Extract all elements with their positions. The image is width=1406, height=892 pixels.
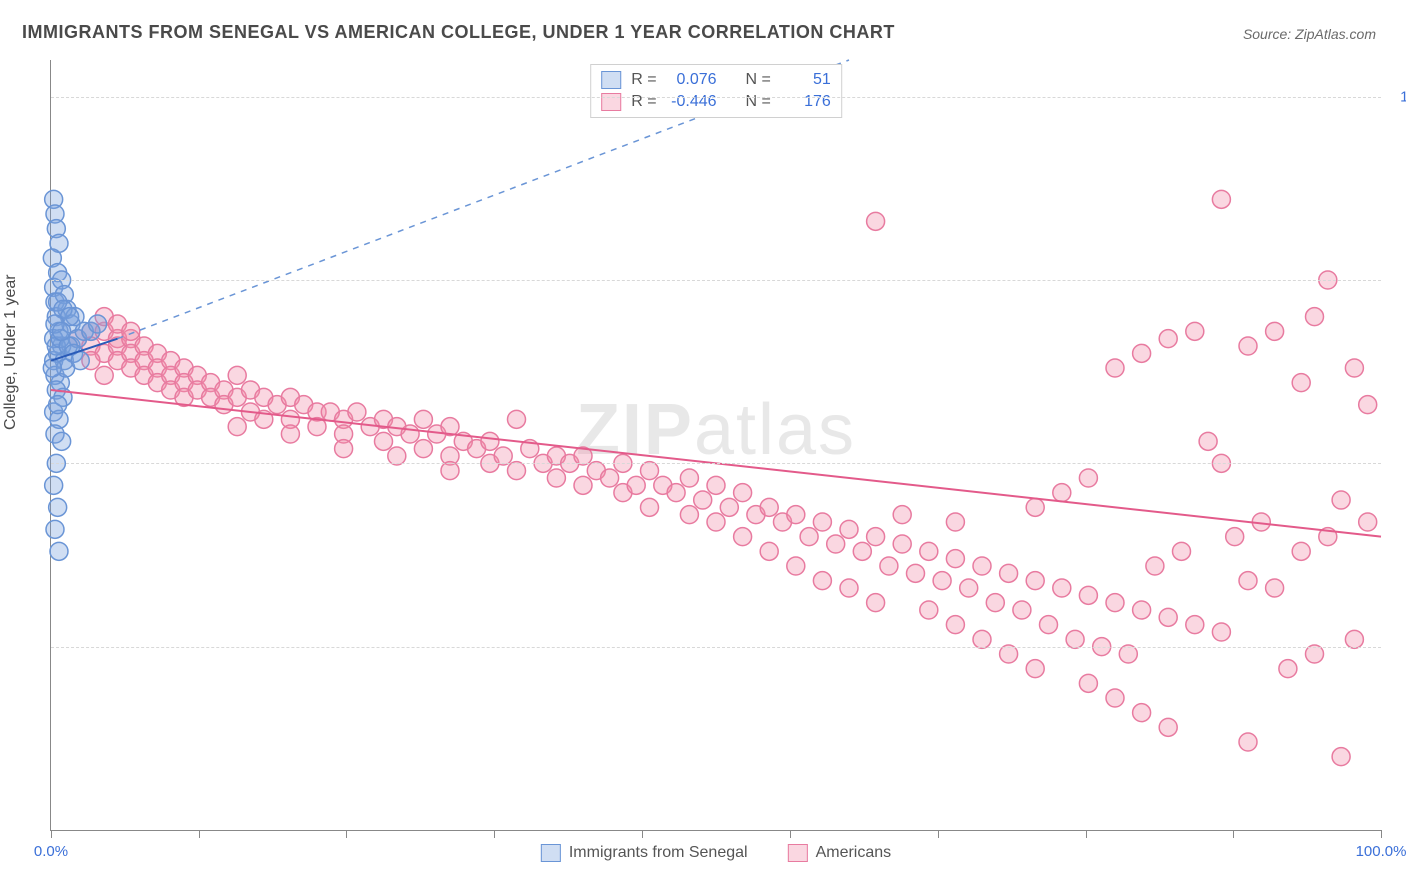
xtick [346,830,347,838]
ytick-label: 25.0% [1391,638,1406,655]
ytick-label: 100.0% [1391,88,1406,105]
xtick-label: 0.0% [34,843,68,860]
xtick [790,830,791,838]
xtick [51,830,52,838]
swatch-senegal [601,71,621,89]
stats-row-senegal: R = 0.076 N = 51 [601,69,831,91]
xtick [1381,830,1382,838]
xtick [642,830,643,838]
xtick [494,830,495,838]
source-label: Source: ZipAtlas.com [1243,26,1376,42]
ytick-label: 75.0% [1391,272,1406,289]
legend-item-senegal: Immigrants from Senegal [541,844,748,862]
gridline-h [51,463,1381,464]
plot-area: ZIPatlas R = 0.076 N = 51 R = -0.446 N =… [50,60,1381,831]
legend-item-americans: Americans [788,844,892,862]
stats-row-americans: R = -0.446 N = 176 [601,91,831,113]
gridline-h [51,647,1381,648]
chart-title: IMMIGRANTS FROM SENEGAL VS AMERICAN COLL… [22,22,895,43]
xtick [938,830,939,838]
xtick [199,830,200,838]
gridline-h [51,280,1381,281]
swatch-senegal-icon [541,844,561,862]
xtick [1086,830,1087,838]
xtick-label: 100.0% [1356,843,1406,860]
swatch-americans-icon [788,844,808,862]
stats-legend-box: R = 0.076 N = 51 R = -0.446 N = 176 [590,64,842,118]
gridline-h [51,97,1381,98]
xtick [1233,830,1234,838]
legend-bottom: Immigrants from Senegal Americans [541,844,891,862]
ytick-label: 50.0% [1391,455,1406,472]
y-axis-label: College, Under 1 year [2,274,20,430]
chart-svg [51,60,1381,830]
